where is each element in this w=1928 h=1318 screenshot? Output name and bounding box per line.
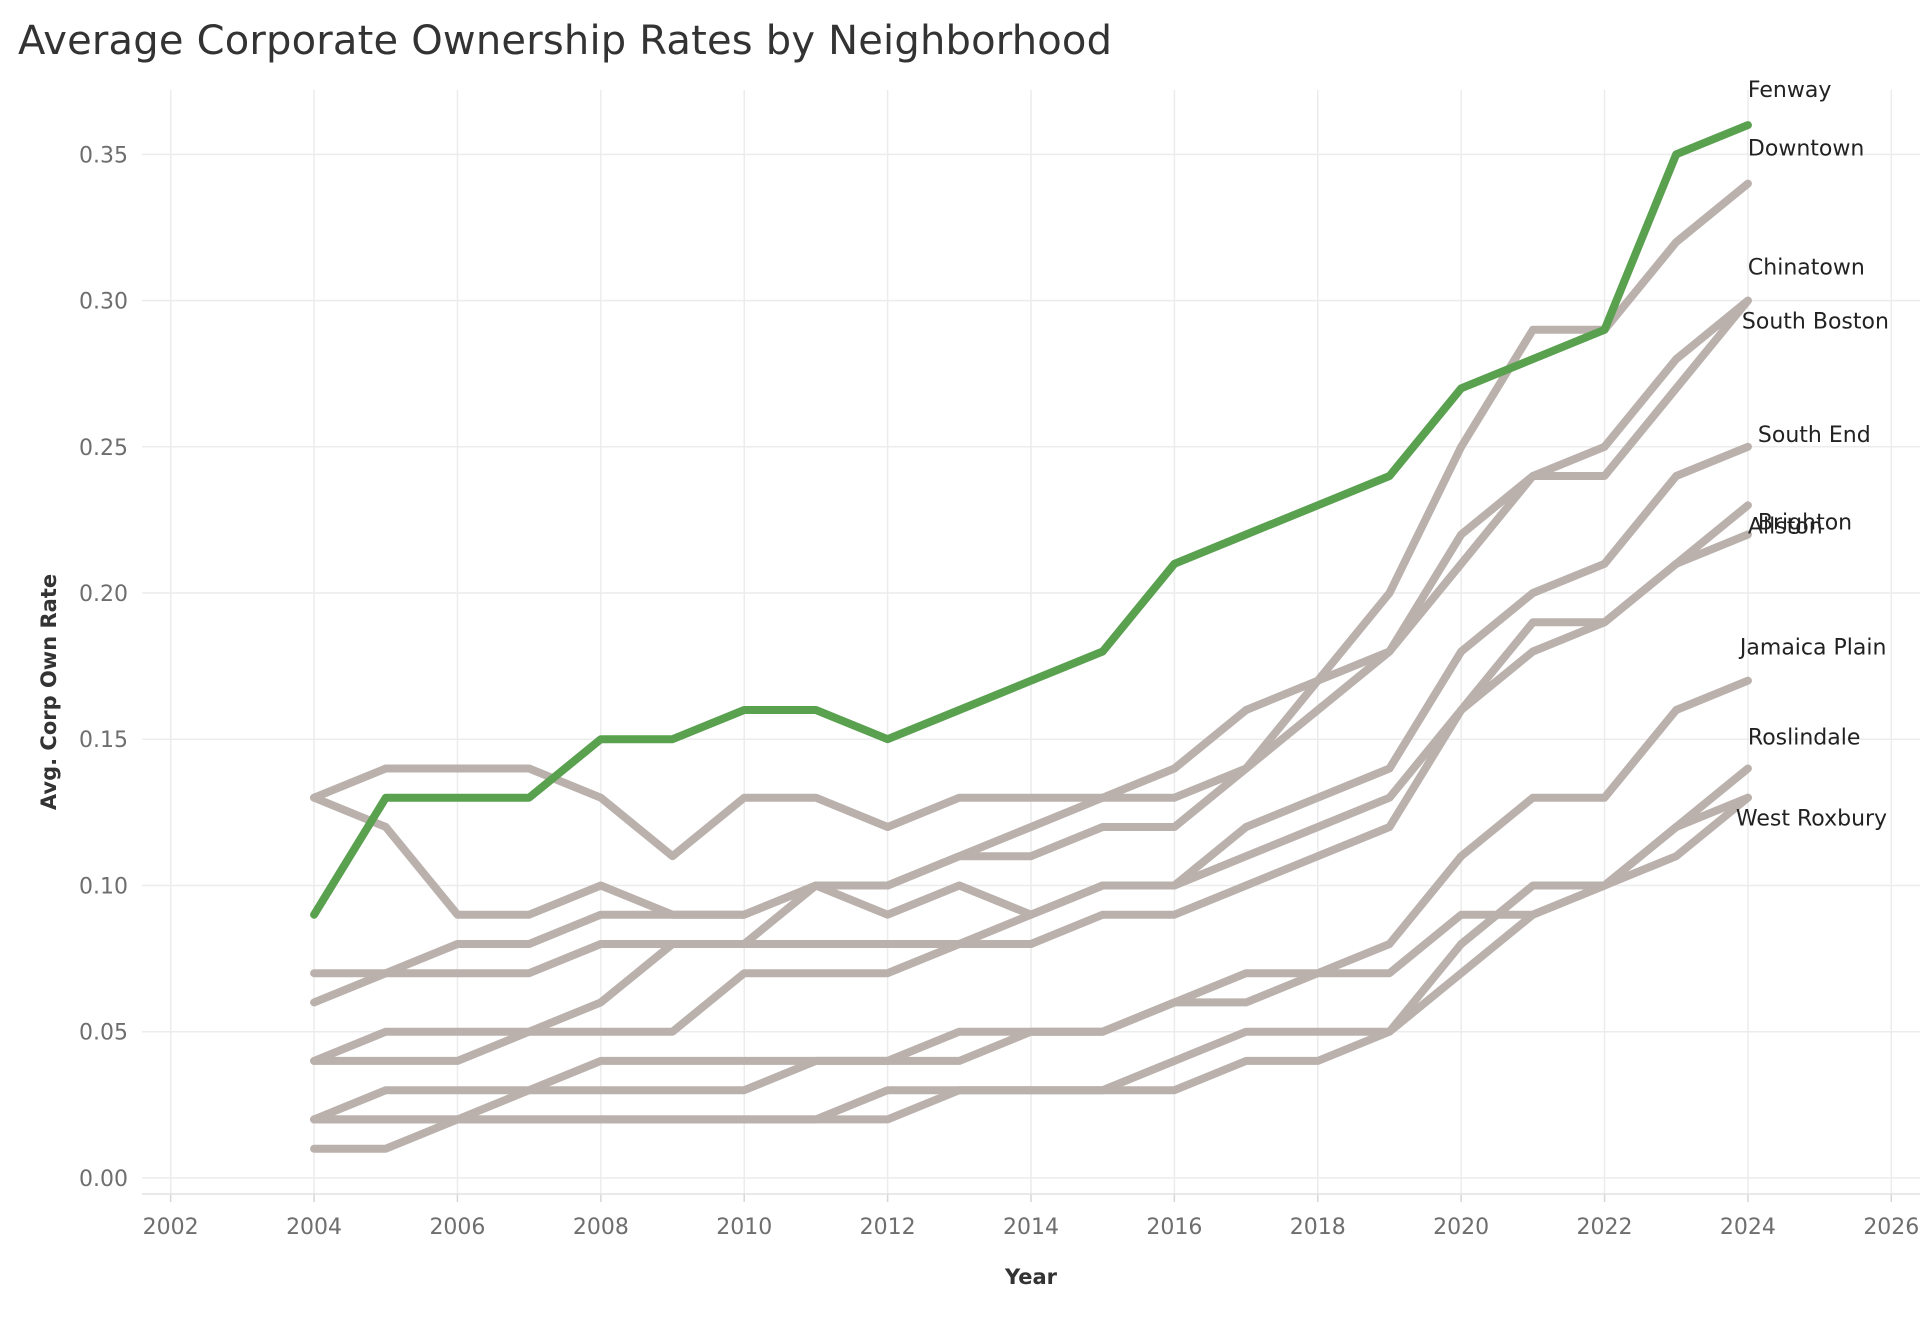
- series-label-downtown: Downtown: [1748, 137, 1864, 162]
- series-line-allston: [310, 501, 1752, 978]
- y-axis-title: Avg. Corp Own Rate: [37, 574, 61, 810]
- x-tick-label: 2010: [716, 1215, 772, 1240]
- x-tick-label: 2024: [1720, 1215, 1776, 1240]
- series-label-roslindale: Roslindale: [1748, 725, 1860, 750]
- axes: 2002 2004 2006 2008 2010 2012 2014 2016 2018 2020…: [79, 143, 1920, 1240]
- series-line-fenway: [310, 121, 1752, 919]
- y-tick-label: 0.15: [79, 728, 128, 753]
- y-tick-label: 0.20: [79, 582, 128, 607]
- series-label-brighton: Brighton: [1758, 511, 1852, 536]
- y-tick-label: 0.25: [79, 436, 128, 461]
- x-tick-label: 2002: [143, 1215, 199, 1240]
- series-label-fenway: Fenway: [1748, 78, 1831, 103]
- x-tick-label: 2008: [573, 1215, 629, 1240]
- series-label-south-end: South End: [1758, 423, 1871, 448]
- series-lines: [310, 121, 1752, 1153]
- series-line-roslindale: [310, 764, 1752, 1124]
- series-labels: Downtown Chinatown Allston South End Brighto…: [1736, 78, 1889, 832]
- x-tick-label: 2016: [1146, 1215, 1202, 1240]
- series-line-unlabeled-9: [310, 793, 1752, 1124]
- series-label-jamaica-plain: Jamaica Plain: [1738, 636, 1886, 661]
- series-label-west-roxbury: West Roxbury: [1736, 807, 1887, 832]
- series-line-brighton: [310, 530, 1752, 1065]
- y-tick-label: 0.10: [79, 874, 128, 899]
- x-tick-label: 2018: [1290, 1215, 1346, 1240]
- y-tick-label: 0.00: [79, 1167, 128, 1192]
- y-tick-label: 0.30: [79, 290, 128, 315]
- y-tick-label: 0.05: [79, 1021, 128, 1046]
- x-tick-label: 2020: [1433, 1215, 1489, 1240]
- x-tick-label: 2026: [1863, 1215, 1919, 1240]
- x-tick-label: 2004: [286, 1215, 342, 1240]
- series-label-chinatown: Chinatown: [1748, 256, 1865, 281]
- y-tick-label: 0.35: [79, 143, 128, 168]
- x-axis-title: Year: [1004, 1265, 1058, 1289]
- series-line-chinatown: [310, 296, 1752, 919]
- series-line-south-boston: [310, 296, 1752, 1065]
- x-tick-label: 2012: [860, 1215, 916, 1240]
- chart-title: Average Corporate Ownership Rates by Nei…: [18, 18, 1113, 64]
- series-label-south-boston: South Boston: [1742, 310, 1889, 335]
- x-tick-label: 2014: [1003, 1215, 1059, 1240]
- x-tick-label: 2022: [1577, 1215, 1633, 1240]
- x-tick-label: 2006: [429, 1215, 485, 1240]
- series-label-allston: Allston: [1748, 514, 1823, 539]
